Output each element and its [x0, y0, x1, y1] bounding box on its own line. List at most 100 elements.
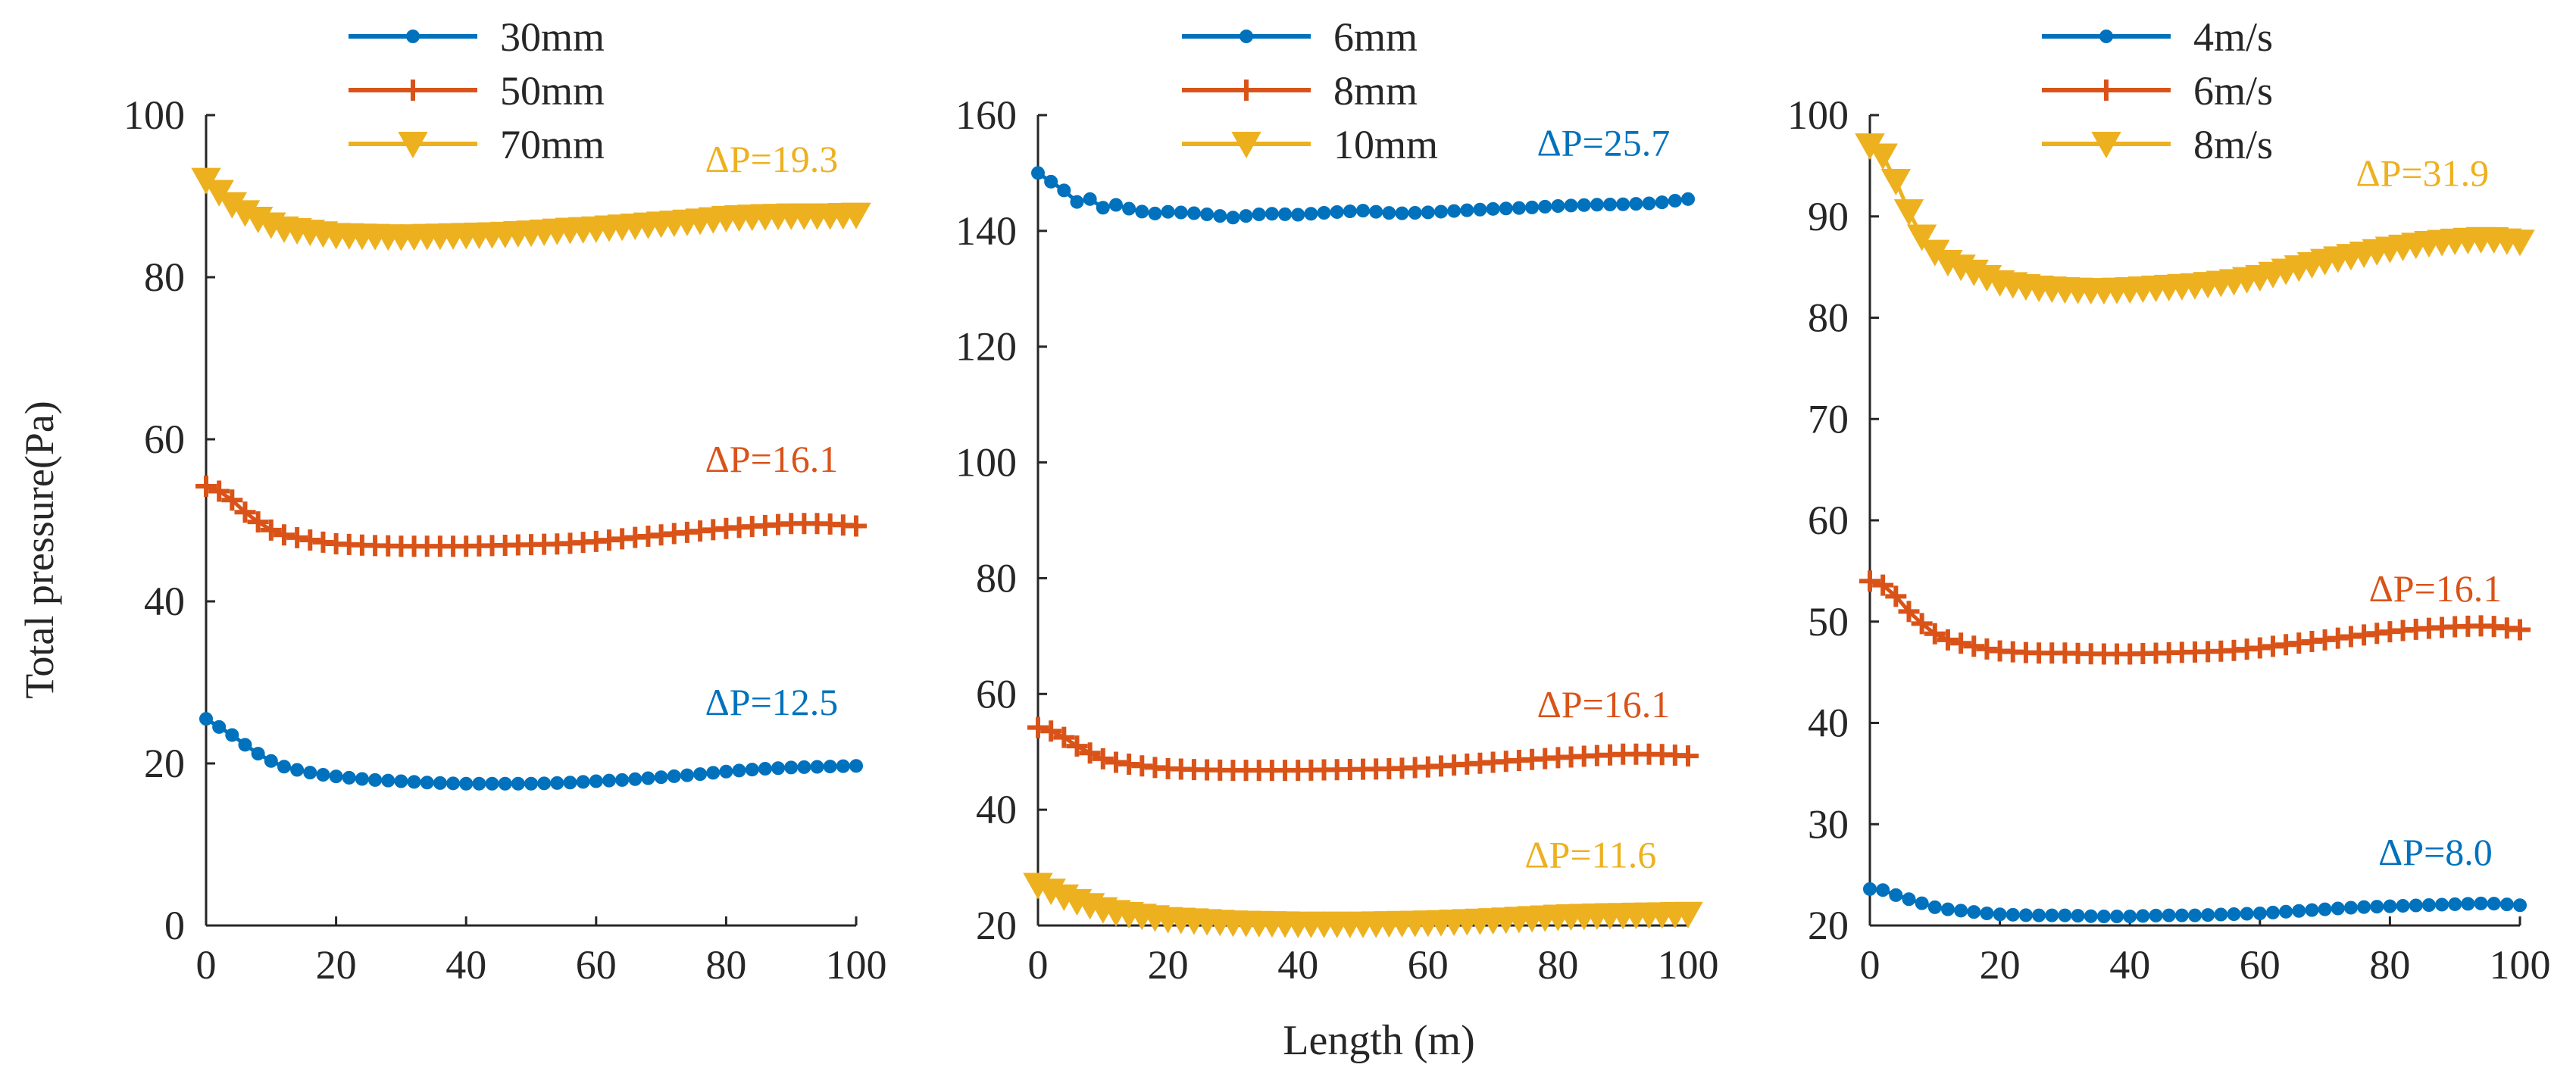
data-point — [1863, 882, 1877, 896]
legend-entry-8mm: 8mm — [1182, 68, 1418, 114]
delta-p-annotation: ΔP=31.9 — [2356, 152, 2489, 195]
data-point — [1859, 570, 1880, 592]
legend-marker — [2096, 80, 2117, 101]
data-point — [394, 774, 408, 788]
data-point — [407, 775, 421, 789]
legend-entry-4m/s: 4m/s — [2042, 14, 2273, 60]
legend-entry-30mm: 30mm — [349, 14, 605, 60]
data-point — [615, 773, 630, 787]
data-point — [2096, 909, 2111, 923]
data-point — [2214, 907, 2228, 922]
data-point — [1083, 192, 1097, 206]
data-point — [1868, 143, 1898, 170]
legend-entry-6mm: 6mm — [1182, 14, 1418, 60]
legend-label: 30mm — [500, 14, 605, 60]
x-axis-label: Length (m) — [1283, 1017, 1474, 1064]
x-tick-label: 0 — [1860, 942, 1880, 988]
delta-p-annotation: ΔP=16.1 — [705, 438, 839, 480]
series-8mm — [1027, 716, 1699, 782]
data-point — [1408, 206, 1422, 220]
x-tick-label: 40 — [1277, 942, 1318, 988]
delta-p-annotation: ΔP=19.3 — [705, 138, 839, 180]
data-point — [260, 519, 282, 541]
data-point — [1239, 209, 1253, 223]
data-point — [1473, 202, 1487, 217]
data-point — [2513, 898, 2527, 913]
data-point — [1122, 201, 1136, 216]
data-point — [221, 489, 243, 511]
delta-p-annotation: ΔP=16.1 — [2369, 567, 2503, 610]
data-point — [2461, 897, 2475, 911]
x-tick-label: 80 — [1537, 942, 1578, 988]
data-point — [1421, 205, 1435, 220]
y-tick-label: 20 — [144, 741, 185, 786]
data-point — [1027, 716, 1049, 738]
data-point — [2110, 909, 2124, 923]
data-point — [355, 772, 369, 786]
y-tick-label: 20 — [1808, 903, 1849, 948]
y-tick-label: 80 — [976, 555, 1017, 601]
data-point — [225, 728, 239, 742]
legend-marker — [2099, 30, 2113, 43]
data-point — [1603, 198, 1618, 212]
data-point — [2045, 908, 2059, 922]
data-point — [1551, 198, 1565, 213]
data-point — [1924, 623, 1946, 645]
data-point — [1252, 207, 1266, 221]
data-point — [420, 776, 434, 790]
data-point — [1395, 206, 1409, 220]
y-tick-label: 80 — [1808, 295, 1849, 341]
data-point — [2265, 905, 2280, 919]
data-point — [1937, 629, 1959, 651]
data-point — [1226, 211, 1240, 225]
series-4m/s — [1863, 882, 2527, 923]
data-point — [589, 774, 603, 788]
x-tick-label: 60 — [576, 942, 617, 988]
y-tick-label: 60 — [1808, 498, 1849, 543]
legend-label: 8m/s — [2193, 122, 2273, 167]
series-50mm — [195, 476, 867, 557]
data-point — [537, 776, 552, 791]
legend-entry-50mm: 50mm — [349, 68, 605, 114]
data-point — [2343, 901, 2358, 915]
y-tick-label: 0 — [164, 903, 185, 948]
data-point — [1079, 742, 1101, 764]
data-point — [1590, 198, 1604, 212]
data-point — [1200, 207, 1215, 221]
legend-label: 6m/s — [2193, 68, 2273, 114]
data-point — [485, 776, 499, 791]
data-point — [1525, 200, 1540, 214]
data-point — [1911, 613, 1933, 635]
data-point — [1616, 197, 1630, 211]
data-point — [1213, 209, 1227, 223]
y-tick-label: 40 — [1808, 701, 1849, 746]
data-point — [264, 754, 278, 768]
data-point — [1880, 168, 1912, 195]
y-tick-label: 120 — [955, 324, 1017, 370]
data-point — [2174, 908, 2189, 922]
data-point — [1278, 207, 1293, 221]
data-point — [368, 773, 383, 787]
data-point — [1066, 735, 1088, 757]
data-point — [1980, 906, 1994, 920]
data-point — [2005, 907, 2020, 922]
data-point — [1655, 195, 1669, 210]
data-point — [1629, 197, 1643, 211]
delta-p-annotation: ΔP=12.5 — [705, 681, 839, 723]
series-70mm — [191, 167, 871, 251]
data-point — [784, 760, 799, 775]
data-point — [2201, 908, 2215, 922]
series-10mm — [1023, 872, 1703, 938]
data-point — [771, 761, 786, 776]
legend-marker — [2091, 132, 2121, 159]
data-point — [1291, 208, 1305, 222]
data-point — [1343, 204, 1357, 219]
data-point — [2240, 907, 2254, 921]
data-point — [1148, 206, 1162, 220]
data-point — [1673, 901, 1703, 929]
x-tick-label: 20 — [1980, 942, 2021, 988]
data-point — [1044, 174, 1058, 189]
data-point — [273, 524, 295, 546]
data-point — [732, 763, 746, 778]
delta-p-annotation: ΔP=11.6 — [1524, 834, 1656, 876]
